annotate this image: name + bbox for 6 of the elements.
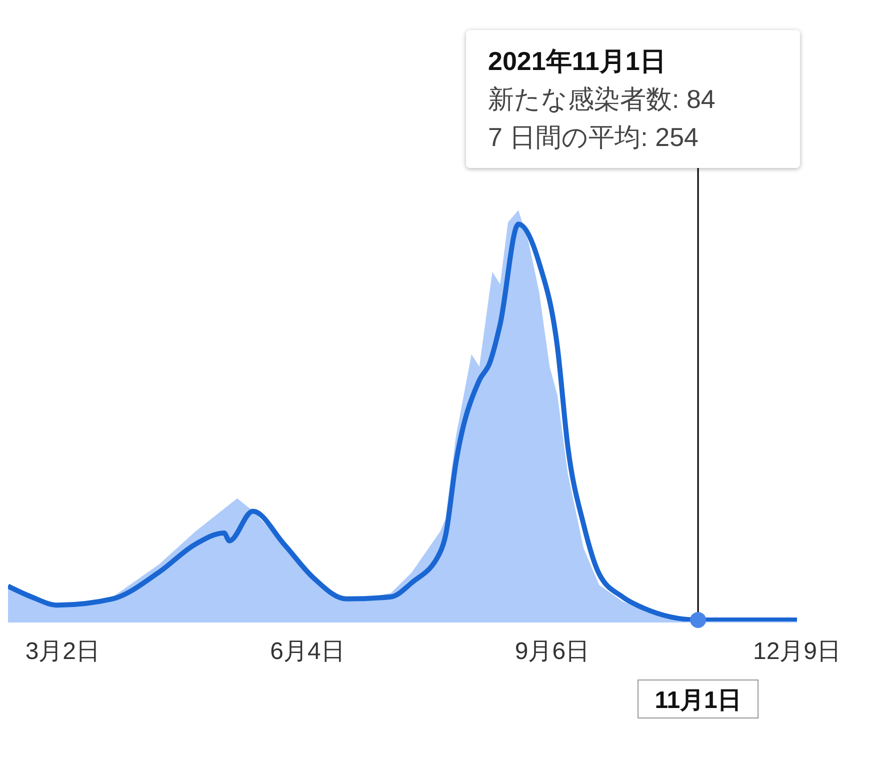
tooltip-card: 2021年11月1日 新たな感染者数: 84 7 日間の平均: 254 bbox=[466, 30, 800, 168]
x-tick-label: 3月2日 bbox=[25, 638, 100, 666]
x-tick-label: 12月9日 bbox=[752, 638, 842, 666]
x-tick-label: 6月4日 bbox=[270, 638, 345, 666]
x-tick-label: 9月6日 bbox=[514, 638, 590, 666]
ref-line-label: 11月1日 bbox=[654, 687, 742, 714]
